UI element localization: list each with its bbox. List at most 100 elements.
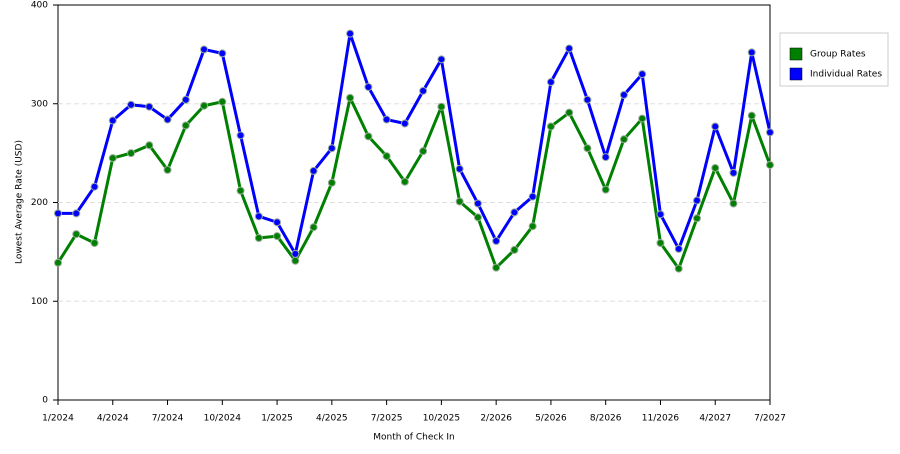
point [455, 164, 464, 173]
point [218, 97, 227, 106]
point [473, 199, 482, 208]
x-tick-label: 5/2026 [535, 414, 567, 424]
point [711, 122, 720, 131]
point [656, 210, 665, 219]
legend-label: Individual Rates [810, 70, 882, 80]
point [382, 115, 391, 124]
point [729, 199, 738, 208]
point [236, 131, 245, 140]
point [346, 29, 355, 38]
point [419, 86, 428, 95]
y-axis-title: Lowest Average Rate (USD) [15, 140, 25, 264]
point [236, 186, 245, 195]
point [619, 90, 628, 99]
point [90, 182, 99, 191]
point [492, 263, 501, 272]
series-line [56, 96, 772, 271]
point [437, 55, 446, 64]
point [492, 237, 501, 246]
point [601, 185, 610, 194]
point [72, 209, 81, 218]
point [181, 121, 190, 130]
point [565, 44, 574, 53]
point [218, 49, 227, 58]
point [692, 214, 701, 223]
point [291, 249, 300, 258]
point [364, 82, 373, 91]
x-tick-label: 11/2026 [642, 414, 680, 424]
point [437, 102, 446, 111]
point [108, 116, 117, 125]
y-tick-label: 200 [31, 198, 48, 208]
point [747, 111, 756, 120]
point [54, 209, 62, 218]
x-tick-label: 10/2024 [204, 414, 242, 424]
point [273, 218, 282, 227]
point [181, 95, 190, 104]
point [346, 93, 355, 102]
x-tick-label: 1/2025 [261, 414, 293, 424]
legend-swatch [789, 67, 803, 81]
point [747, 48, 756, 57]
x-tick-label: 7/2024 [152, 414, 184, 424]
point [327, 178, 336, 187]
x-tick-label: 7/2027 [754, 414, 786, 424]
legend-label: Group Rates [810, 50, 866, 60]
y-tick-label: 300 [31, 99, 48, 109]
point [583, 95, 592, 104]
point [309, 223, 318, 232]
point [510, 245, 519, 254]
point [473, 213, 482, 222]
series-line [58, 32, 772, 256]
point [163, 165, 172, 174]
point [54, 258, 62, 267]
point [163, 115, 172, 124]
point [382, 152, 391, 161]
point [327, 144, 336, 153]
x-tick-label: 10/2025 [423, 414, 460, 424]
point [766, 128, 774, 137]
point [419, 147, 428, 156]
point [400, 119, 409, 128]
point [510, 208, 519, 217]
point [638, 70, 647, 79]
point [729, 168, 738, 177]
x-tick-label: 7/2025 [371, 414, 403, 424]
x-axis-title: Month of Check In [373, 433, 455, 443]
x-tick-label: 2/2026 [480, 414, 512, 424]
point [400, 177, 409, 186]
point [583, 144, 592, 153]
point [766, 160, 774, 169]
point [200, 101, 209, 110]
point [72, 230, 81, 239]
point [528, 222, 537, 231]
point [200, 45, 209, 54]
x-tick-label: 4/2025 [316, 414, 348, 424]
point [273, 232, 282, 241]
legend-swatch [789, 47, 803, 61]
point [254, 212, 263, 221]
x-tick-label: 1/2024 [42, 414, 74, 424]
y-tick-label: 0 [42, 396, 48, 406]
point [127, 149, 136, 158]
point [364, 132, 373, 141]
point [619, 135, 628, 144]
x-tick-label: 4/2027 [699, 414, 731, 424]
point [656, 238, 665, 247]
point [254, 234, 263, 243]
y-tick-label: 400 [31, 1, 48, 11]
point [674, 264, 683, 273]
x-tick-label: 4/2024 [97, 414, 129, 424]
point [692, 196, 701, 205]
point [108, 154, 117, 163]
point [90, 238, 99, 247]
x-tick-label: 8/2026 [590, 414, 622, 424]
point [528, 192, 537, 201]
point [455, 197, 464, 206]
point [638, 114, 647, 123]
point [674, 244, 683, 253]
point [291, 256, 300, 265]
point [565, 108, 574, 117]
point [601, 153, 610, 162]
